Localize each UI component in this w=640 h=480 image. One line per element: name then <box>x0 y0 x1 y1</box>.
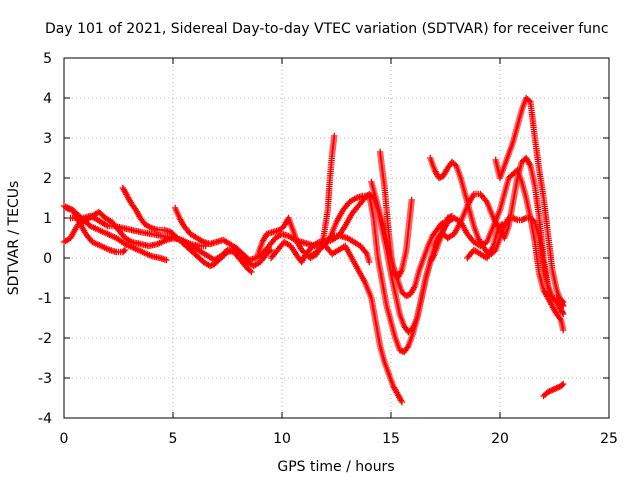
x-tick-label: 10 <box>273 431 291 447</box>
data-point <box>544 388 552 396</box>
data-point <box>437 174 444 181</box>
x-tick-label: 0 <box>60 431 69 447</box>
data-point <box>437 220 445 228</box>
series-arc-5 <box>119 184 275 270</box>
x-axis: 0 5 10 15 20 25 <box>60 58 618 447</box>
data-point <box>267 246 275 254</box>
data-point <box>560 302 567 310</box>
y-tick-label: -3 <box>38 371 52 387</box>
series-arc-15 <box>444 154 567 306</box>
series-arc-9 <box>307 192 456 356</box>
data-point <box>435 174 443 182</box>
series-arc-10 <box>322 242 406 406</box>
chart-title: Day 101 of 2021, Sidereal Day-to-day VTE… <box>45 21 609 37</box>
y-axis: -4 -3 -2 -1 0 1 2 3 4 5 <box>38 51 609 427</box>
data-point <box>246 267 254 274</box>
data-point <box>560 380 567 388</box>
series-arc-4 <box>67 208 255 276</box>
series-arc-14 <box>431 166 567 334</box>
data-point <box>547 387 555 394</box>
y-tick-label: 4 <box>43 91 52 107</box>
x-axis-label: GPS time / hours <box>277 459 394 475</box>
data-point <box>553 384 560 392</box>
data-point <box>451 161 459 168</box>
y-tick-label: 5 <box>43 51 52 67</box>
data-point <box>121 246 129 254</box>
data-point <box>520 216 527 223</box>
y-tick-label: 2 <box>43 171 52 187</box>
data-point <box>552 385 559 392</box>
data-point <box>498 220 506 228</box>
data-point <box>560 310 567 318</box>
data-point <box>248 268 255 276</box>
data-point <box>558 381 566 389</box>
y-tick-label: -2 <box>38 331 52 347</box>
data-point <box>550 386 557 393</box>
series-arc-17 <box>540 380 567 400</box>
series-arc-12 <box>376 148 415 282</box>
series-arc-16 <box>492 94 567 310</box>
data-point <box>398 398 406 406</box>
data-points <box>60 94 567 406</box>
data-point <box>208 262 215 269</box>
y-tick-label: -1 <box>38 291 52 307</box>
data-point <box>521 215 528 222</box>
data-point <box>559 301 566 308</box>
y-axis-label: SDTVAR / TECUs <box>6 181 22 296</box>
series-arc-18 <box>464 220 506 262</box>
data-point <box>554 384 562 391</box>
data-point <box>366 258 373 266</box>
y-tick-label: -4 <box>38 411 52 427</box>
y-tick-label: 0 <box>43 251 52 267</box>
data-point <box>560 326 567 334</box>
x-tick-label: 5 <box>169 431 178 447</box>
data-point <box>525 97 533 104</box>
data-point <box>404 292 411 299</box>
data-point <box>549 386 556 394</box>
data-point <box>408 196 415 204</box>
y-tick-label: 1 <box>43 211 52 227</box>
data-point <box>512 216 520 223</box>
plot-frame <box>63 57 610 419</box>
x-tick-label: 20 <box>491 431 509 447</box>
data-point <box>120 247 128 255</box>
data-point <box>511 215 518 222</box>
data-point <box>518 216 525 224</box>
x-tick-label: 25 <box>600 431 618 447</box>
data-point <box>559 309 566 316</box>
data-point <box>403 292 410 300</box>
data-point <box>396 346 403 354</box>
series-arc-3 <box>62 204 129 256</box>
x-tick-label: 15 <box>382 431 400 447</box>
data-point <box>206 262 214 270</box>
y-tick-label: 3 <box>43 131 52 147</box>
data-point <box>546 388 553 395</box>
data-point <box>163 256 170 264</box>
data-point <box>331 132 338 140</box>
